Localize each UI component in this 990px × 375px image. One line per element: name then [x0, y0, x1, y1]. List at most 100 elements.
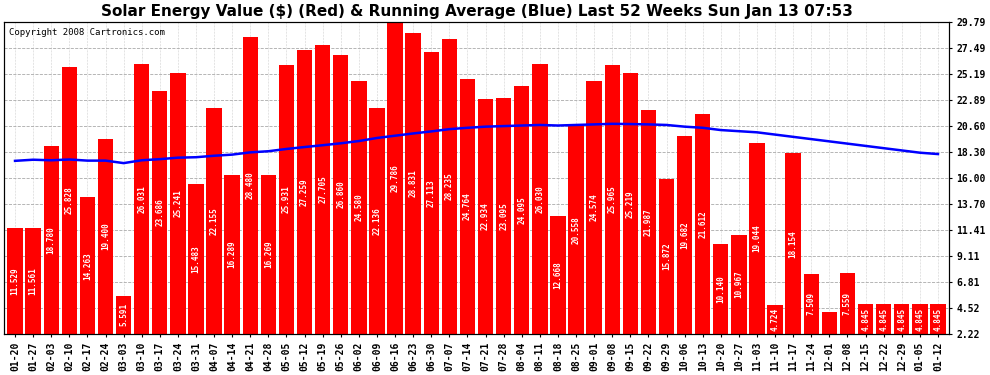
- Text: 25.828: 25.828: [64, 186, 74, 214]
- Text: 4.845: 4.845: [861, 308, 870, 330]
- Bar: [533, 64, 547, 334]
- Bar: [804, 274, 819, 334]
- Text: 24.095: 24.095: [517, 196, 527, 224]
- Bar: [188, 184, 204, 334]
- Text: 10.140: 10.140: [717, 275, 726, 303]
- Text: 10.967: 10.967: [735, 270, 743, 298]
- Bar: [369, 108, 385, 334]
- Text: 15.483: 15.483: [191, 245, 201, 273]
- Bar: [732, 235, 746, 334]
- Bar: [80, 198, 95, 334]
- Bar: [677, 136, 692, 334]
- Text: 22.155: 22.155: [210, 207, 219, 235]
- Bar: [894, 304, 910, 334]
- Bar: [406, 33, 421, 334]
- Text: 18.780: 18.780: [47, 226, 55, 254]
- Text: 19.682: 19.682: [680, 221, 689, 249]
- Text: 21.987: 21.987: [644, 208, 653, 236]
- Text: 4.845: 4.845: [916, 308, 925, 330]
- Text: 24.574: 24.574: [590, 194, 599, 221]
- Text: 18.154: 18.154: [789, 230, 798, 258]
- Bar: [459, 79, 475, 334]
- Bar: [424, 52, 439, 334]
- Bar: [44, 146, 59, 334]
- Text: 19.400: 19.400: [101, 223, 110, 251]
- Text: 26.030: 26.030: [536, 185, 544, 213]
- Text: 28.235: 28.235: [445, 173, 453, 201]
- Bar: [658, 179, 674, 334]
- Bar: [695, 114, 711, 334]
- Text: 16.269: 16.269: [264, 240, 273, 268]
- Bar: [170, 73, 185, 334]
- Text: 4.724: 4.724: [770, 308, 779, 331]
- Text: 25.219: 25.219: [626, 190, 635, 217]
- Text: 22.136: 22.136: [372, 207, 381, 235]
- Bar: [749, 143, 764, 334]
- Text: 20.558: 20.558: [571, 216, 580, 244]
- Text: 25.965: 25.965: [608, 186, 617, 213]
- Bar: [931, 304, 945, 334]
- Bar: [514, 86, 530, 334]
- Bar: [116, 296, 132, 334]
- Bar: [7, 228, 23, 334]
- Text: 21.612: 21.612: [698, 210, 707, 238]
- Bar: [333, 55, 348, 334]
- Bar: [297, 50, 312, 334]
- Bar: [713, 244, 729, 334]
- Bar: [496, 98, 511, 334]
- Bar: [478, 99, 493, 334]
- Text: 16.289: 16.289: [228, 240, 237, 268]
- Text: 28.480: 28.480: [246, 171, 254, 199]
- Text: 5.591: 5.591: [119, 303, 128, 326]
- Bar: [315, 45, 331, 334]
- Bar: [641, 110, 656, 334]
- Title: Solar Energy Value ($) (Red) & Running Average (Blue) Last 52 Weeks Sun Jan 13 0: Solar Energy Value ($) (Red) & Running A…: [101, 4, 852, 19]
- Bar: [206, 108, 222, 334]
- Text: 27.113: 27.113: [427, 179, 436, 207]
- Text: 11.529: 11.529: [11, 267, 20, 295]
- Text: 19.044: 19.044: [752, 225, 761, 252]
- Text: 28.831: 28.831: [409, 170, 418, 197]
- Text: 4.845: 4.845: [879, 308, 888, 330]
- Bar: [279, 65, 294, 334]
- Bar: [387, 22, 403, 334]
- Text: 15.872: 15.872: [662, 243, 671, 270]
- Text: 7.559: 7.559: [842, 292, 852, 315]
- Text: 24.580: 24.580: [354, 194, 363, 221]
- Bar: [550, 216, 565, 334]
- Bar: [260, 175, 276, 334]
- Text: 27.705: 27.705: [318, 176, 327, 204]
- Bar: [623, 74, 638, 334]
- Text: 29.786: 29.786: [391, 164, 400, 192]
- Text: 23.686: 23.686: [155, 198, 164, 226]
- Text: 14.263: 14.263: [83, 252, 92, 279]
- Text: 25.931: 25.931: [282, 186, 291, 213]
- Text: 26.031: 26.031: [138, 185, 147, 213]
- Bar: [442, 39, 457, 334]
- Bar: [822, 312, 838, 334]
- Bar: [61, 67, 77, 334]
- Bar: [586, 81, 602, 334]
- Bar: [26, 228, 41, 334]
- Text: 4.845: 4.845: [934, 308, 942, 330]
- Bar: [767, 306, 783, 334]
- Text: 24.764: 24.764: [463, 192, 472, 220]
- Bar: [152, 91, 167, 334]
- Bar: [134, 64, 149, 334]
- Bar: [912, 304, 928, 334]
- Text: 25.241: 25.241: [173, 190, 182, 217]
- Bar: [98, 140, 113, 334]
- Text: 12.668: 12.668: [553, 261, 562, 288]
- Bar: [858, 304, 873, 334]
- Bar: [876, 304, 891, 334]
- Bar: [785, 153, 801, 334]
- Text: Copyright 2008 Cartronics.com: Copyright 2008 Cartronics.com: [9, 28, 164, 37]
- Bar: [568, 126, 584, 334]
- Text: 7.509: 7.509: [807, 292, 816, 315]
- Bar: [225, 174, 240, 334]
- Bar: [840, 273, 855, 334]
- Text: 26.860: 26.860: [337, 180, 346, 208]
- Text: 22.934: 22.934: [481, 203, 490, 231]
- Bar: [605, 65, 620, 334]
- Text: 4.845: 4.845: [897, 308, 906, 330]
